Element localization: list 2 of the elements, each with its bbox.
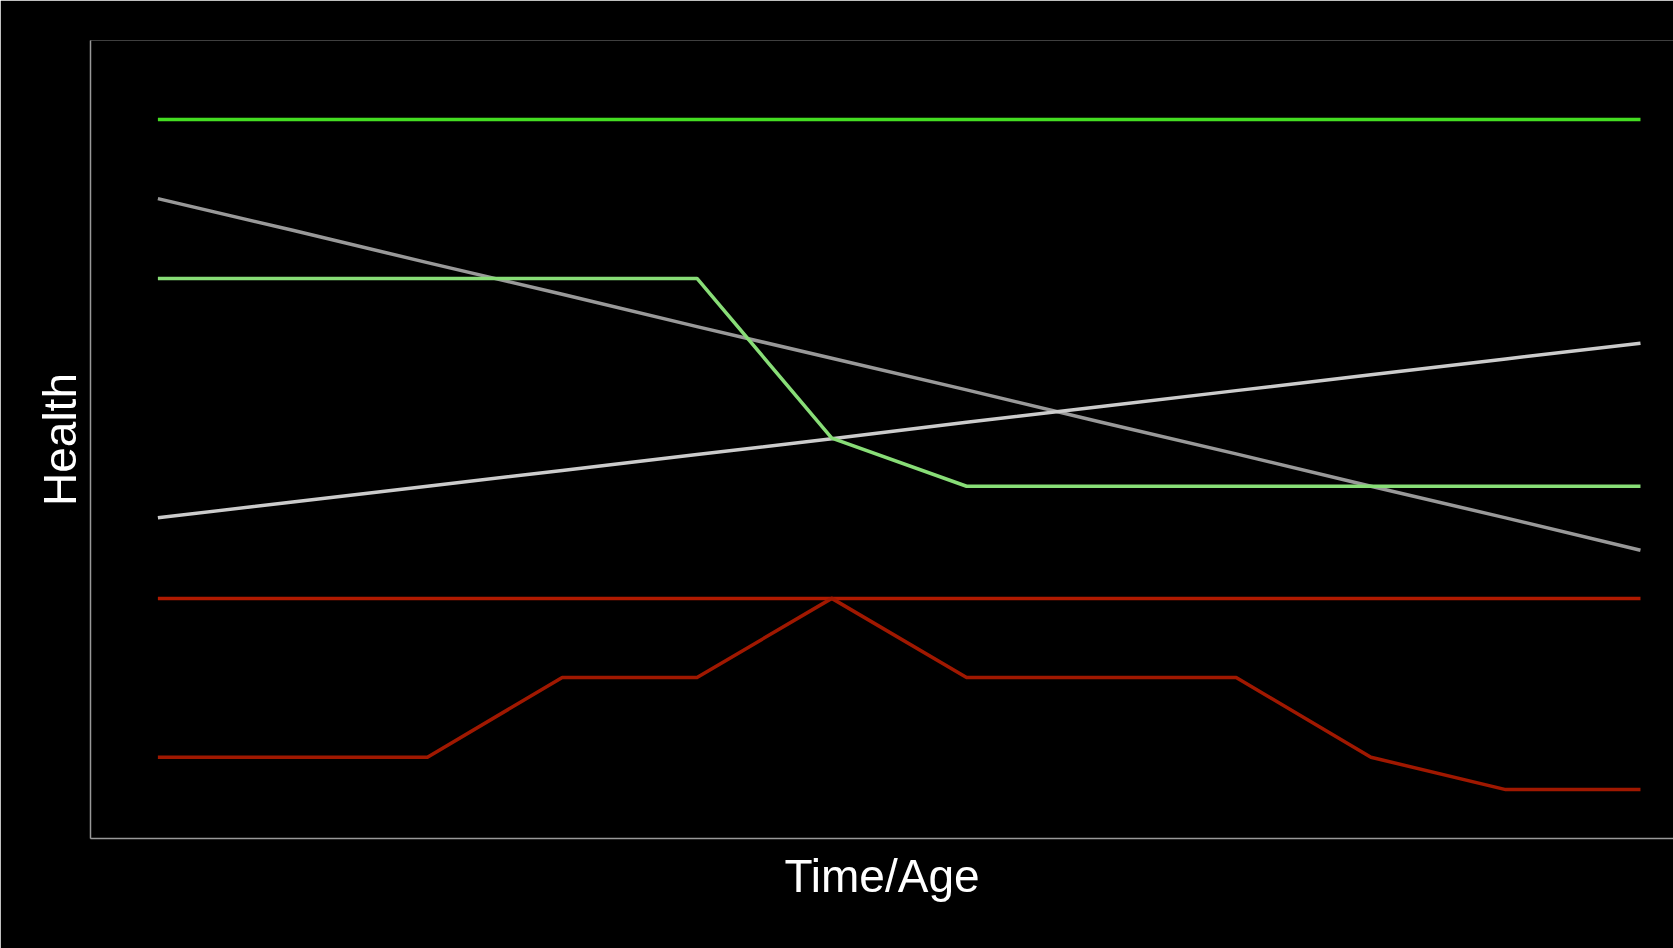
x-axis-title: Time/Age xyxy=(784,849,980,902)
y-axis-title: Health xyxy=(33,373,86,506)
